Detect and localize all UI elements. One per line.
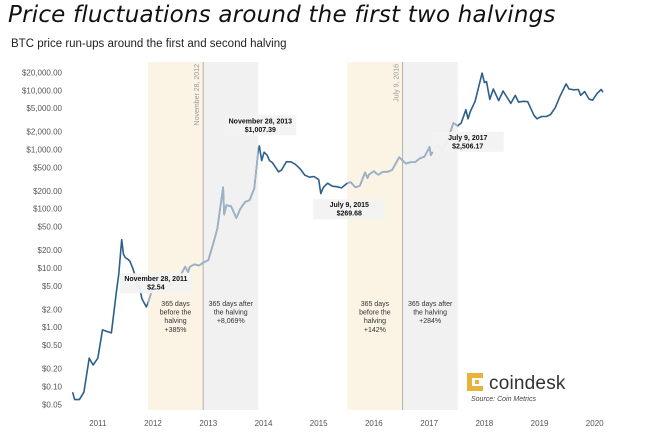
annotation-label: November 28, 2011: [124, 276, 187, 283]
page-headline: Price fluctuations around the first two …: [8, 2, 556, 28]
y-tick-label: $100.00: [33, 205, 62, 214]
y-tick-label: $10,000.00: [22, 86, 63, 95]
halving-band: [402, 62, 458, 410]
annotation-box: [224, 115, 297, 136]
annotation-box: [119, 273, 192, 294]
annotation-label: $269.68: [337, 211, 362, 218]
price-line: [71, 72, 604, 401]
band-label: halving: [364, 318, 386, 325]
axes: $20,000.00 $10,000.00 $5,000.00 $2,000.00 $1…: [22, 68, 604, 428]
band-label: before the: [359, 310, 391, 317]
annotation-label: July 9, 2017: [448, 135, 487, 142]
y-tick-label: $50.00: [38, 223, 63, 232]
band-label: 365 days after: [209, 301, 254, 308]
y-tick-label: $20,000.00: [22, 68, 63, 77]
x-tick-label: 2019: [531, 419, 549, 428]
halving-label: November 28, 2012: [194, 64, 201, 126]
halving-lines: November 28, 2012 July 9, 2016: [194, 62, 404, 410]
annotation-box: [431, 131, 504, 152]
annotation-label: $2.54: [147, 285, 165, 292]
halving-label: July 9, 2016: [394, 64, 401, 102]
x-tick-label: 2020: [586, 419, 604, 428]
x-tick-label: 2011: [89, 419, 107, 428]
annotations: November 28, 2011 $2.54 November 28, 2013 $…: [119, 115, 504, 294]
chart-subtitle: BTC price run-ups around the first and s…: [11, 38, 287, 50]
halving-band: [347, 62, 403, 410]
x-tick-label: 2016: [365, 419, 383, 428]
band-label: 365 days: [161, 301, 190, 308]
x-tick-label: 2015: [310, 419, 328, 428]
halving-band: [203, 62, 259, 410]
coindesk-logo-word: coindesk: [489, 373, 566, 394]
annotation-box: [313, 199, 386, 220]
y-tick-label: $0.10: [42, 382, 63, 391]
annotation-label: $1,007.39: [245, 127, 276, 134]
price-series: [71, 72, 604, 401]
band-label: 365 days after: [408, 301, 453, 308]
y-tick-label: $2.00: [42, 305, 63, 314]
y-tick-label: $0.05: [42, 400, 63, 409]
y-tick-label: $5,000.00: [26, 104, 62, 113]
chart-source: Source: Coin Metrics: [471, 396, 536, 403]
y-tick-label: $1,000.00: [26, 145, 62, 154]
halving-band: [147, 62, 204, 410]
annotation-label: November 28, 2013: [229, 118, 293, 125]
band-label: +284%: [419, 318, 441, 325]
coindesk-logo-icon: [467, 373, 483, 391]
band-label: halving: [164, 318, 186, 325]
y-tick-label: $2,000.00: [26, 128, 62, 137]
band-label: +385%: [165, 327, 187, 334]
y-tick-label: $5.00: [42, 282, 63, 291]
band-label: the halving: [214, 310, 248, 317]
y-tick-label: $200.00: [33, 187, 62, 196]
x-tick-label: 2014: [255, 419, 273, 428]
y-tick-label: $1.00: [42, 323, 63, 332]
band-label: 365 days: [361, 301, 390, 308]
y-tick-label: $0.50: [42, 341, 63, 350]
x-tick-label: 2017: [420, 419, 438, 428]
x-tick-label: 2013: [199, 419, 217, 428]
x-tick-label: 2018: [475, 419, 493, 428]
y-tick-label: $500.00: [33, 163, 62, 172]
annotation-label: July 9, 2015: [330, 202, 369, 209]
y-tick-label: $20.00: [38, 246, 63, 255]
annotation-label: $2,506.17: [452, 143, 483, 150]
band-label: +8,069%: [217, 318, 245, 325]
band-label: before the: [160, 310, 192, 317]
x-tick-label: 2012: [144, 419, 162, 428]
y-tick-label: $0.20: [42, 365, 63, 374]
band-label: the halving: [413, 310, 447, 317]
y-tick-label: $10.00: [38, 264, 63, 273]
band-label: +142%: [364, 327, 386, 334]
